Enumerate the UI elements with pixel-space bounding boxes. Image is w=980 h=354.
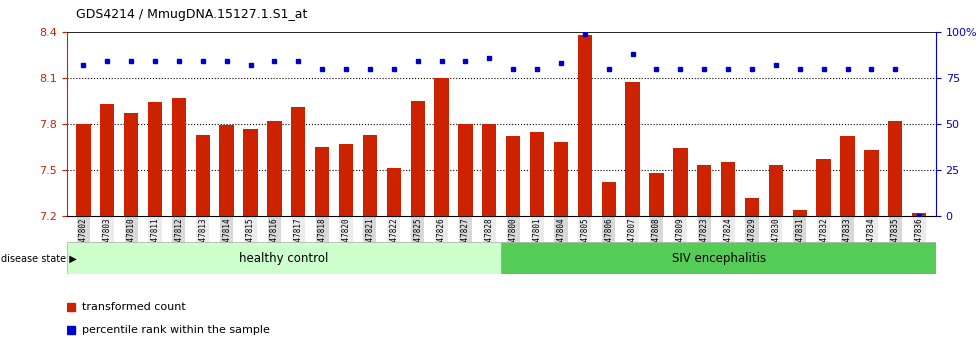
Bar (502, 242, 936, 274)
Bar (650, 173, 663, 216)
Bar (816, 159, 831, 216)
Bar (459, 124, 472, 216)
Text: percentile rank within the sample: percentile rank within the sample (82, 325, 270, 335)
Bar (100, 104, 115, 216)
Bar (697, 165, 711, 216)
Bar (268, 121, 281, 216)
Bar (864, 150, 879, 216)
Bar (411, 101, 425, 216)
Bar (554, 142, 568, 216)
Text: disease state ▶: disease state ▶ (1, 253, 76, 263)
Bar (841, 136, 855, 216)
Text: SIV encephalitis: SIV encephalitis (671, 252, 765, 265)
Bar (172, 98, 186, 216)
Bar (577, 35, 592, 216)
Bar (673, 148, 688, 216)
Bar (745, 198, 760, 216)
Bar (530, 132, 544, 216)
Bar (196, 135, 210, 216)
Bar (888, 121, 903, 216)
Bar (387, 169, 401, 216)
Bar (123, 113, 138, 216)
Text: transformed count: transformed count (82, 302, 186, 312)
Bar (434, 78, 449, 216)
Bar (363, 135, 377, 216)
Bar (243, 129, 258, 216)
Bar (67, 242, 502, 274)
Text: GDS4214 / MmugDNA.15127.1.S1_at: GDS4214 / MmugDNA.15127.1.S1_at (76, 8, 308, 21)
Bar (912, 213, 926, 216)
Bar (768, 165, 783, 216)
Bar (506, 136, 520, 216)
Bar (76, 124, 90, 216)
Bar (482, 124, 497, 216)
Bar (148, 102, 162, 216)
Bar (339, 144, 353, 216)
Bar (291, 107, 306, 216)
Bar (602, 182, 615, 216)
Bar (315, 147, 329, 216)
Bar (721, 162, 735, 216)
Text: healthy control: healthy control (239, 252, 328, 265)
Bar (625, 82, 640, 216)
Bar (793, 210, 807, 216)
Bar (220, 125, 234, 216)
